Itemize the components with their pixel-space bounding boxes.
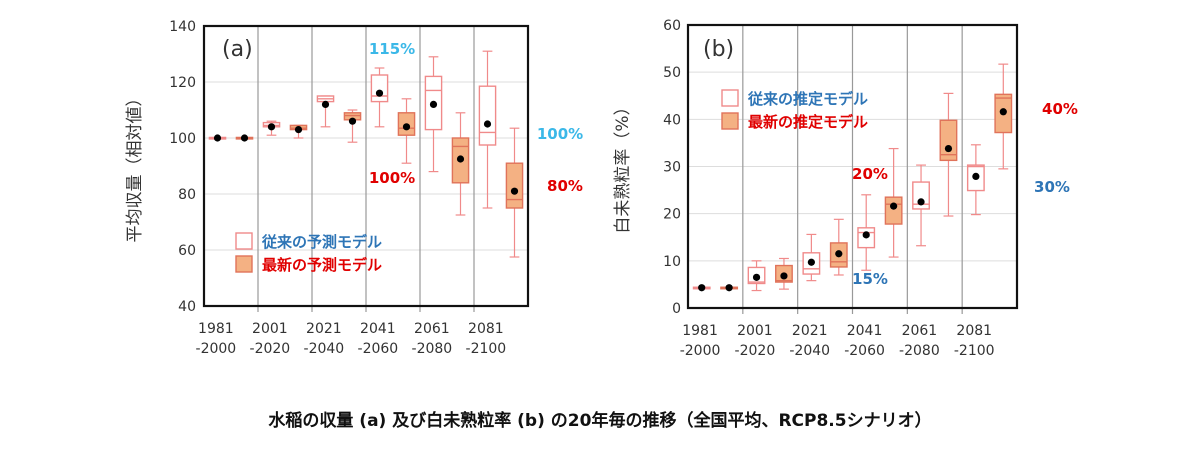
mean-point bbox=[944, 144, 953, 153]
mean-point bbox=[267, 123, 276, 131]
box-old bbox=[370, 74, 389, 103]
mean-point bbox=[240, 134, 249, 142]
x-tick-label: 2041 bbox=[847, 323, 883, 339]
x-tick-label: -2080 bbox=[412, 341, 453, 357]
legend-label-new: 最新の推定モデル bbox=[748, 113, 868, 131]
mean-point bbox=[321, 100, 330, 108]
box-new bbox=[884, 196, 903, 225]
annotation-label: 40% bbox=[1042, 100, 1078, 118]
y-tick-label: 80 bbox=[178, 187, 196, 203]
x-tick-label: 2061 bbox=[902, 323, 938, 339]
legend-label-old: 従来の推定モデル bbox=[747, 90, 868, 108]
x-tick-label: 2081 bbox=[956, 323, 992, 339]
x-tick-label: 2041 bbox=[360, 321, 396, 337]
y-tick-label: 20 bbox=[663, 207, 681, 223]
mean-point bbox=[835, 250, 843, 258]
legend-swatch-new bbox=[721, 112, 739, 130]
x-tick-label: -2100 bbox=[954, 343, 995, 359]
mean-point bbox=[213, 134, 222, 142]
mean-point bbox=[752, 273, 761, 281]
chart-a-yield: 40 60 80 100 120 140 1981 -2000 2001 -2020 2021 -20… bbox=[125, 19, 583, 357]
x-tick-label: 1981 bbox=[682, 323, 718, 339]
mean-point bbox=[917, 198, 925, 206]
mean-point bbox=[999, 108, 1007, 116]
x-tick-label: -2020 bbox=[250, 341, 291, 357]
box-new bbox=[505, 162, 524, 209]
y-tick-label: 140 bbox=[169, 19, 196, 35]
x-tick-label: -2060 bbox=[358, 341, 399, 357]
chart-b-chalky-rate: 0 10 20 30 40 50 60 1981 -2000 2001 -2020 2021 -2040… bbox=[612, 18, 1078, 359]
mean-point bbox=[375, 89, 384, 97]
x-tick-label: -2100 bbox=[466, 341, 507, 357]
y-tick-label: 0 bbox=[672, 301, 681, 317]
annotation-label: 80% bbox=[547, 177, 583, 195]
mean-point bbox=[780, 272, 788, 280]
annotation-label: 100% bbox=[537, 125, 583, 143]
mean-point bbox=[294, 126, 303, 134]
annotation-label: 15% bbox=[852, 270, 888, 288]
y-axis-label: 白未熟粒率（%） bbox=[612, 98, 633, 233]
y-axis-label: 平均収量（相対値） bbox=[125, 90, 145, 243]
mean-point bbox=[402, 123, 411, 131]
mean-point bbox=[456, 155, 465, 163]
panel-label: (b) bbox=[703, 37, 734, 62]
annotation-label: 100% bbox=[369, 169, 415, 187]
mean-point bbox=[348, 117, 357, 125]
y-tick-label: 120 bbox=[169, 75, 196, 91]
x-tick-label: -2020 bbox=[735, 343, 776, 359]
box-old bbox=[478, 85, 497, 146]
y-tick-label: 40 bbox=[178, 299, 196, 315]
x-tick-label: -2000 bbox=[680, 343, 721, 359]
y-tick-label: 100 bbox=[169, 131, 196, 147]
box-new bbox=[939, 119, 958, 162]
x-tick-label: -2040 bbox=[789, 343, 830, 359]
legend-label-old: 従来の予測モデル bbox=[261, 233, 382, 251]
mean-point bbox=[890, 202, 898, 210]
x-tick-label: 1981 bbox=[198, 321, 234, 337]
plot-frame bbox=[686, 23, 1019, 310]
figure-caption: 水稲の収量 (a) 及び白未熟粒率 (b) の20年毎の推移（全国平均、RCP8… bbox=[268, 410, 931, 431]
box-old bbox=[912, 181, 930, 210]
mean-point bbox=[725, 284, 733, 292]
x-tick-label: 2021 bbox=[306, 321, 342, 337]
legend-swatch-old bbox=[235, 232, 253, 250]
annotation-label: 115% bbox=[369, 40, 415, 58]
annotation-label: 30% bbox=[1034, 178, 1070, 196]
panel-label: (a) bbox=[222, 37, 253, 62]
y-tick-label: 50 bbox=[663, 65, 681, 81]
y-tick-label: 60 bbox=[178, 243, 196, 259]
legend-swatch-old bbox=[721, 89, 739, 107]
annotation-label: 20% bbox=[852, 165, 888, 183]
x-tick-label: -2060 bbox=[844, 343, 885, 359]
x-tick-label: -2040 bbox=[304, 341, 345, 357]
x-tick-label: 2061 bbox=[414, 321, 450, 337]
x-tick-label: -2000 bbox=[196, 341, 237, 357]
x-tick-label: 2081 bbox=[468, 321, 504, 337]
legend-swatch-new bbox=[235, 255, 253, 273]
x-tick-label: 2001 bbox=[252, 321, 288, 337]
mean-point bbox=[698, 284, 706, 292]
y-tick-label: 60 bbox=[663, 18, 681, 34]
mean-point bbox=[510, 187, 519, 195]
x-tick-label: 2021 bbox=[792, 323, 828, 339]
legend-label-new: 最新の予測モデル bbox=[262, 256, 382, 274]
mean-point bbox=[807, 258, 815, 266]
mean-point bbox=[429, 100, 438, 108]
y-tick-label: 30 bbox=[663, 160, 681, 176]
y-tick-label: 40 bbox=[663, 112, 681, 128]
y-tick-label: 10 bbox=[663, 254, 681, 270]
mean-point bbox=[972, 172, 980, 181]
x-tick-label: 2001 bbox=[737, 323, 773, 339]
mean-point bbox=[862, 231, 870, 239]
plot-frame bbox=[202, 24, 530, 308]
x-tick-label: -2080 bbox=[899, 343, 940, 359]
mean-point bbox=[483, 120, 492, 128]
